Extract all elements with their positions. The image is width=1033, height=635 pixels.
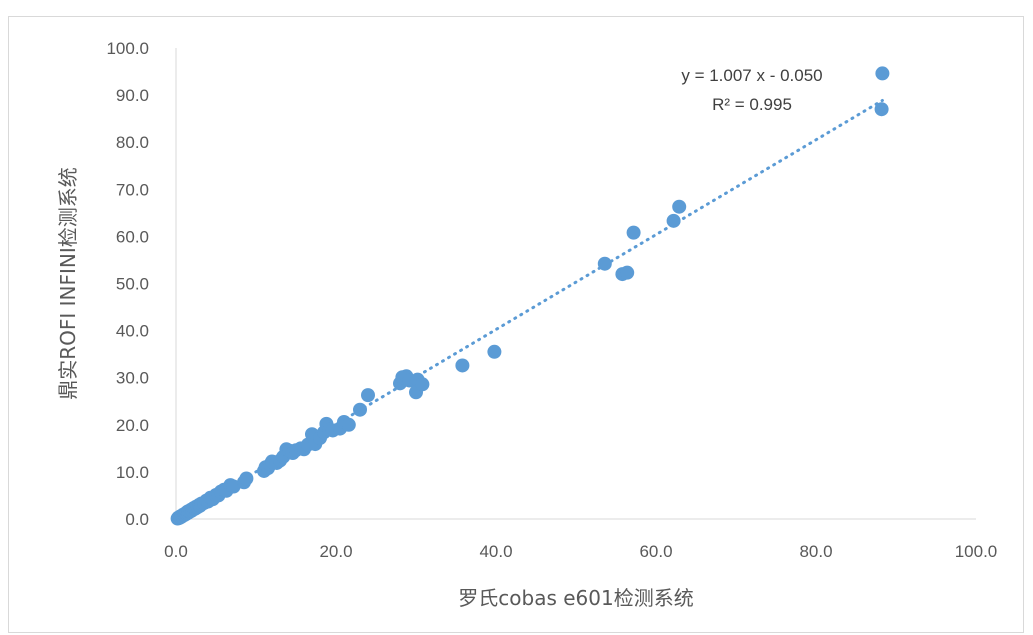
data-point	[239, 471, 254, 486]
chart-frame	[8, 16, 1024, 633]
data-point	[666, 213, 681, 228]
data-point	[874, 102, 889, 117]
data-point	[341, 417, 356, 432]
y-tick-label: 60.0	[116, 227, 149, 246]
y-tick-label: 100.0	[106, 39, 149, 58]
y-tick-label: 20.0	[116, 416, 149, 435]
y-axis-title: 鼎实ROFI INFINI检测系统	[56, 167, 80, 400]
y-tick-label: 10.0	[116, 463, 149, 482]
x-tick-label: 20.0	[319, 542, 352, 561]
y-tick-label: 80.0	[116, 133, 149, 152]
data-point	[353, 402, 367, 417]
x-tick-labels: 0.0 20.0 40.0 60.0 80.0 100.0	[164, 542, 997, 561]
x-tick-label: 60.0	[639, 542, 672, 561]
x-tick-label: 80.0	[799, 542, 832, 561]
x-tick-label: 100.0	[955, 542, 998, 561]
trendline-r-squared: R² = 0.995	[712, 95, 792, 114]
data-point	[626, 225, 641, 240]
y-tick-label: 90.0	[116, 86, 149, 105]
data-point	[672, 199, 687, 214]
y-tick-labels: 0.0 10.0 20.0 30.0 40.0 50.0 60.0 70.0 80.0 90.0 1…	[106, 39, 149, 529]
trendline-equation: y = 1.007 x - 0.050	[681, 66, 822, 85]
data-points	[170, 66, 890, 526]
data-point	[455, 358, 470, 373]
data-point	[620, 265, 635, 280]
data-point	[415, 377, 430, 392]
y-tick-label: 70.0	[116, 180, 149, 199]
y-tick-label: 30.0	[116, 369, 149, 388]
x-tick-label: 0.0	[164, 542, 188, 561]
y-tick-label: 40.0	[116, 322, 149, 341]
y-tick-label: 0.0	[125, 510, 149, 529]
data-point	[597, 256, 612, 271]
data-point	[875, 66, 890, 81]
y-tick-label: 50.0	[116, 275, 149, 294]
data-point	[361, 388, 375, 403]
data-point	[487, 344, 502, 359]
x-tick-label: 40.0	[479, 542, 512, 561]
x-axis-title: 罗氏cobas e601检测系统	[458, 586, 693, 610]
axes	[175, 48, 976, 520]
